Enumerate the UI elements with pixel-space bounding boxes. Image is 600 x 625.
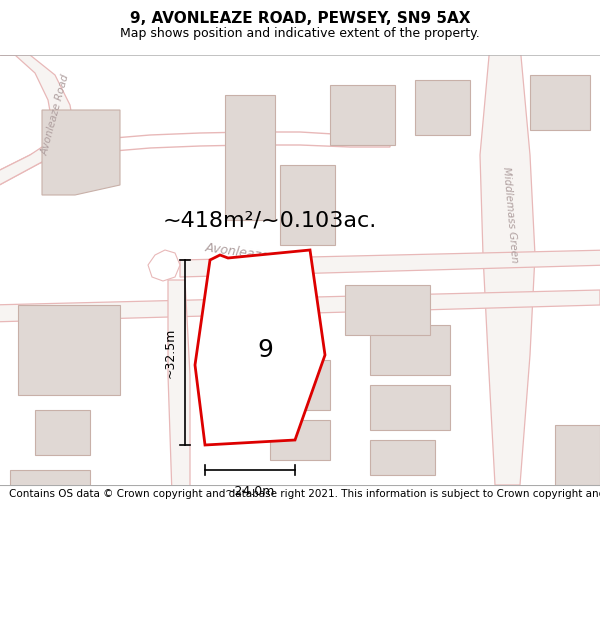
Text: Middlemass Green: Middlemass Green (501, 166, 519, 264)
Polygon shape (345, 285, 430, 335)
Polygon shape (168, 280, 190, 495)
Polygon shape (10, 470, 90, 500)
Polygon shape (480, 45, 535, 485)
Polygon shape (280, 165, 335, 245)
Polygon shape (330, 85, 395, 145)
Polygon shape (415, 80, 470, 135)
Polygon shape (180, 250, 600, 277)
Polygon shape (270, 420, 330, 460)
Polygon shape (42, 110, 120, 195)
Text: Avonleaze Road: Avonleaze Road (40, 73, 71, 157)
Polygon shape (148, 250, 180, 281)
Text: Map shows position and indicative extent of the property.: Map shows position and indicative extent… (120, 27, 480, 39)
Polygon shape (0, 55, 75, 190)
Text: ~418m²/~0.103ac.: ~418m²/~0.103ac. (163, 210, 377, 230)
Polygon shape (530, 75, 590, 130)
Polygon shape (370, 325, 450, 375)
Polygon shape (195, 250, 325, 445)
Polygon shape (370, 385, 450, 430)
Polygon shape (35, 410, 90, 455)
Text: 9: 9 (257, 338, 273, 362)
Polygon shape (0, 290, 600, 322)
Text: ~32.5m: ~32.5m (164, 328, 177, 378)
Polygon shape (270, 360, 330, 410)
Text: ~24.0m: ~24.0m (225, 485, 275, 498)
Polygon shape (370, 440, 435, 475)
Polygon shape (18, 305, 120, 395)
Polygon shape (0, 132, 390, 190)
Text: 9, AVONLEAZE ROAD, PEWSEY, SN9 5AX: 9, AVONLEAZE ROAD, PEWSEY, SN9 5AX (130, 11, 470, 26)
Polygon shape (555, 425, 600, 485)
Polygon shape (225, 95, 275, 220)
Text: Contains OS data © Crown copyright and database right 2021. This information is : Contains OS data © Crown copyright and d… (9, 489, 600, 499)
Text: Avonleaze Road: Avonleaze Road (205, 242, 305, 268)
